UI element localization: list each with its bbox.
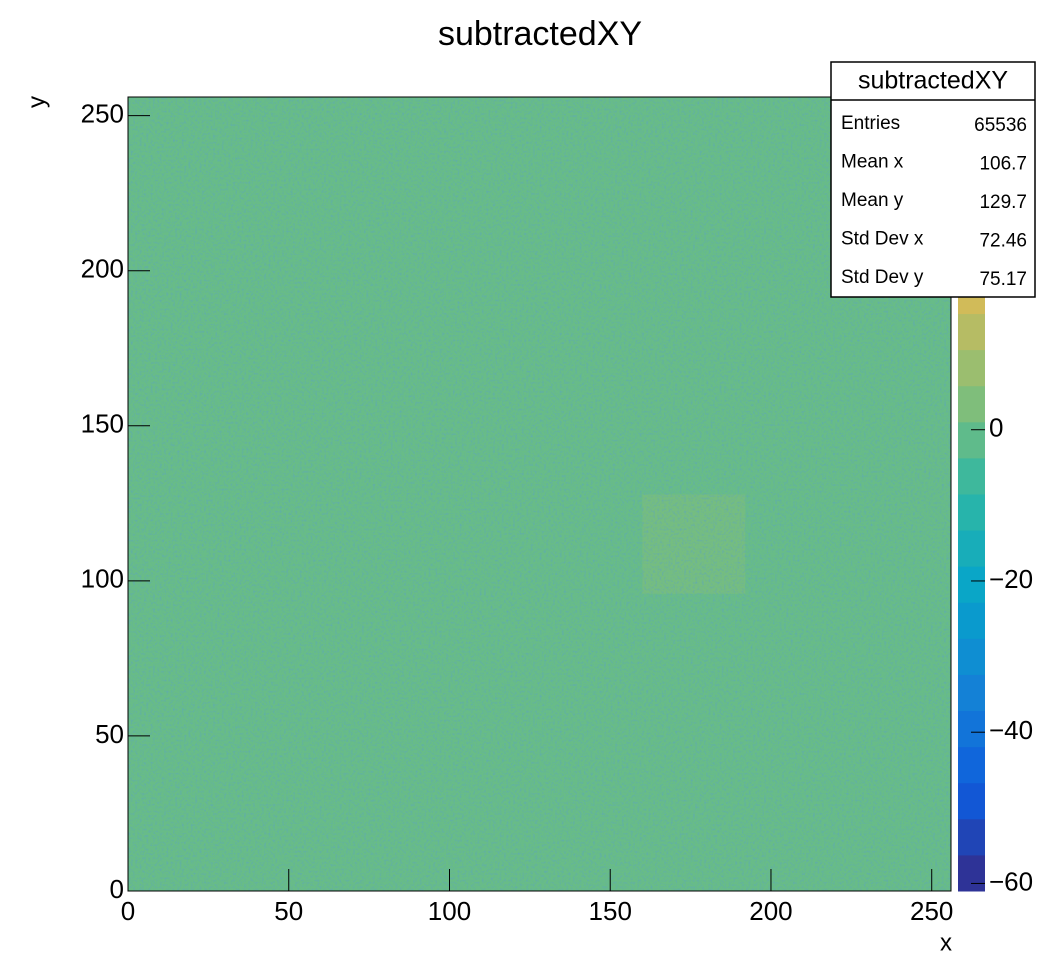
x-tick-label: 50: [274, 896, 303, 926]
palette-band: [958, 530, 985, 567]
palette-band: [958, 566, 985, 603]
palette-band: [958, 457, 985, 495]
y-tick-label: 200: [81, 254, 124, 284]
y-tick-label: 250: [81, 98, 124, 128]
y-axis-label: y: [23, 96, 50, 108]
x-tick-label: 100: [428, 896, 471, 926]
noise-texture: [128, 97, 951, 891]
stats-box: [830, 61, 1036, 298]
stats-value: 129.7: [979, 192, 1027, 213]
palette-band: [958, 710, 985, 748]
z-tick-label: −40: [989, 715, 1033, 745]
stats-label: Mean x: [841, 152, 904, 173]
palette-band: [958, 674, 985, 712]
stats-value: 75.17: [979, 269, 1027, 290]
z-tick-label: −60: [989, 866, 1033, 896]
palette-band: [958, 782, 985, 820]
palette-band: [958, 638, 985, 675]
palette-band: [958, 602, 985, 639]
plot-frame: [127, 96, 952, 892]
palette-band: [958, 818, 985, 856]
stats-title: subtractedXY: [858, 67, 1008, 95]
x-tick-label: 150: [589, 896, 632, 926]
stats-value: 65536: [974, 115, 1027, 136]
stats-label: Mean y: [841, 190, 904, 211]
stats-label: Entries: [841, 113, 900, 134]
z-tick-label: 0: [989, 413, 1003, 443]
palette-band: [958, 746, 985, 784]
palette-band: [958, 854, 985, 892]
palette-band: [958, 385, 985, 423]
palette-band: [958, 349, 985, 387]
x-tick-label: 200: [749, 896, 792, 926]
palette-band: [958, 494, 985, 531]
y-tick-label: 0: [110, 874, 124, 904]
x-axis-label: x: [940, 929, 952, 954]
stats-label: Std Dev x: [841, 229, 924, 250]
chart-title: subtractedXY: [438, 15, 642, 53]
stats-label: Std Dev y: [841, 267, 924, 288]
y-tick-label: 150: [81, 409, 124, 439]
y-tick-label: 100: [81, 564, 124, 594]
z-tick-label: −20: [989, 564, 1033, 594]
y-tick-label: 50: [95, 719, 124, 749]
stats-value: 106.7: [979, 154, 1027, 175]
stats-value: 72.46: [979, 231, 1027, 252]
palette-band: [958, 313, 985, 351]
palette-band: [958, 421, 985, 459]
x-tick-label: 0: [121, 896, 135, 926]
x-tick-label: 250: [910, 896, 953, 926]
